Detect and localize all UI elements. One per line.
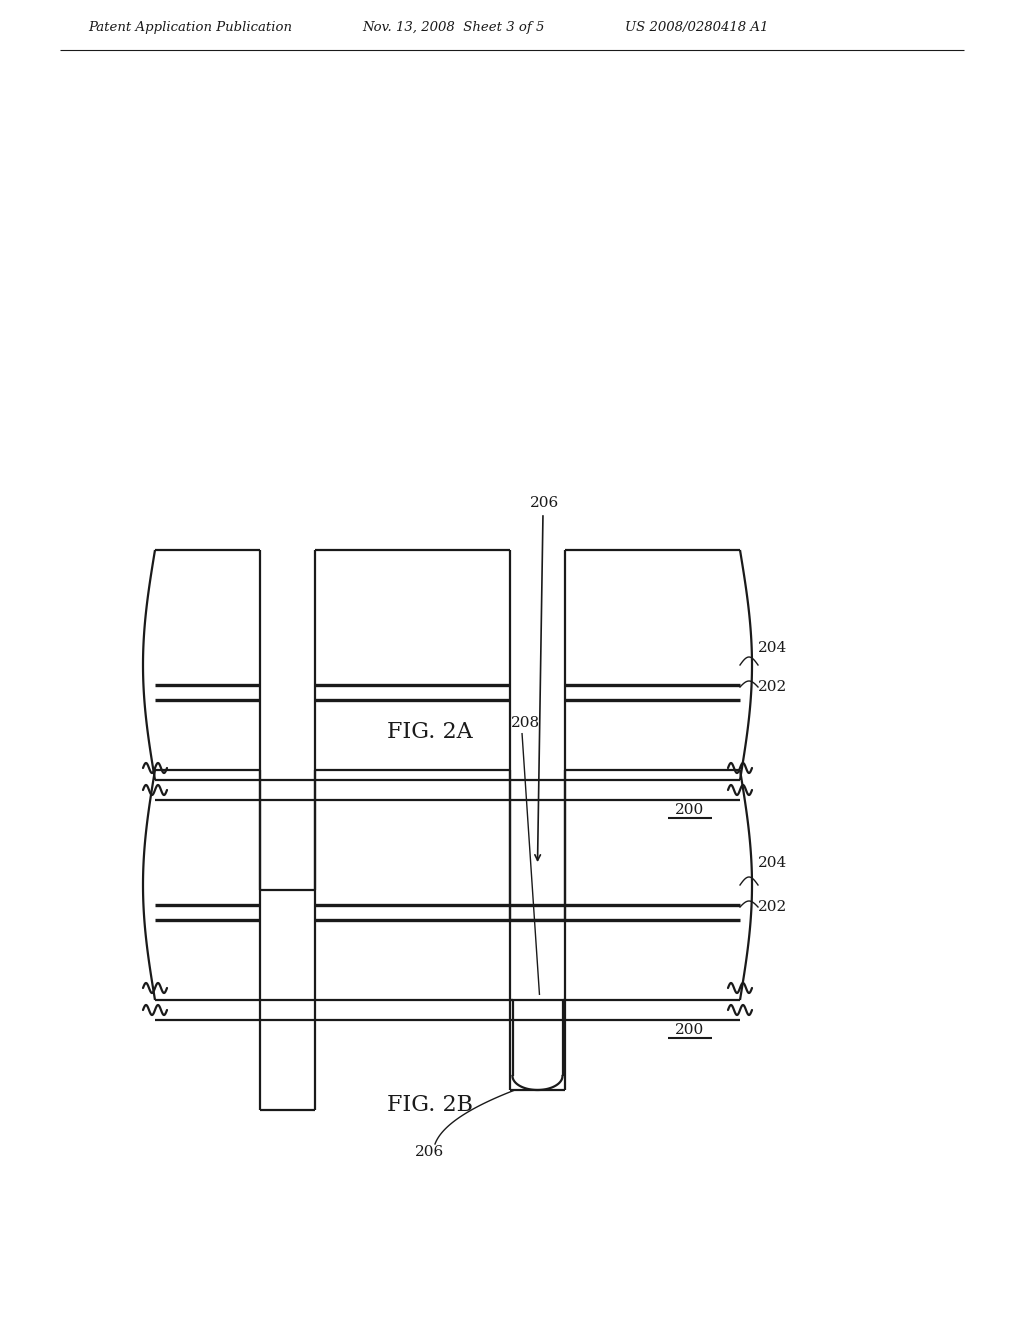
Text: 200: 200 <box>676 1023 705 1038</box>
Text: Patent Application Publication: Patent Application Publication <box>88 21 292 34</box>
Text: 202: 202 <box>758 680 787 694</box>
Text: 204: 204 <box>758 642 787 655</box>
Text: 206: 206 <box>530 496 560 510</box>
Text: FIG. 2A: FIG. 2A <box>387 721 473 743</box>
Text: 204: 204 <box>758 855 787 870</box>
Text: 202: 202 <box>758 900 787 913</box>
Text: 206: 206 <box>416 1144 444 1159</box>
Text: US 2008/0280418 A1: US 2008/0280418 A1 <box>625 21 768 34</box>
Text: Nov. 13, 2008  Sheet 3 of 5: Nov. 13, 2008 Sheet 3 of 5 <box>362 21 545 34</box>
Text: 208: 208 <box>510 715 540 730</box>
Text: 200: 200 <box>676 803 705 817</box>
Text: FIG. 2B: FIG. 2B <box>387 1094 473 1115</box>
